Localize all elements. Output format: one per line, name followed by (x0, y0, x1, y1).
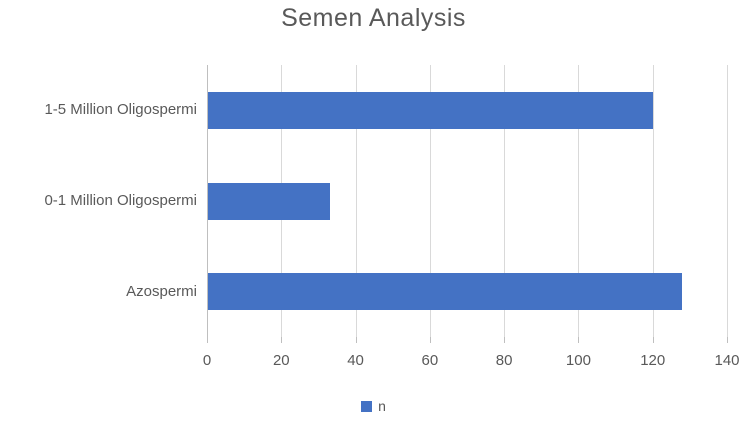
category-label: Azospermi (126, 282, 197, 300)
x-tick-label: 80 (495, 352, 513, 369)
y-axis-line (207, 65, 208, 337)
x-tick-label: 100 (565, 352, 591, 369)
x-tick-label: 140 (714, 352, 740, 369)
category-label: 1-5 Million Oligospermi (44, 101, 197, 119)
x-tick-label: 60 (421, 352, 439, 369)
chart-title: Semen Analysis (281, 4, 466, 32)
x-tick-mark (429, 337, 431, 343)
legend-swatch-icon (361, 400, 373, 412)
x-tick-mark (504, 337, 506, 343)
gridline (429, 65, 431, 337)
legend: n (0, 398, 747, 414)
gridline (504, 65, 506, 337)
gridline (727, 65, 728, 337)
gridline (652, 65, 654, 337)
x-tick-label: 40 (347, 352, 364, 369)
x-tick-mark (355, 337, 357, 343)
x-tick-mark (652, 337, 654, 343)
category-label: 0-1 Million Oligospermi (44, 192, 197, 209)
bar-azospermi (208, 273, 683, 311)
x-tick-mark (281, 337, 283, 343)
x-tick-label: 120 (640, 352, 666, 369)
x-tick-label: 20 (272, 352, 290, 369)
legend-series-label: n (378, 398, 386, 414)
x-tick-label: 0 (202, 352, 212, 369)
bar-1-5-million-oligospermi (208, 91, 653, 129)
gridline (578, 65, 580, 337)
gridline (355, 65, 357, 337)
x-tick-mark (207, 337, 208, 343)
x-tick-mark (578, 337, 580, 343)
bar-0-1-million-oligospermi (208, 182, 330, 220)
x-tick-mark (727, 337, 728, 343)
